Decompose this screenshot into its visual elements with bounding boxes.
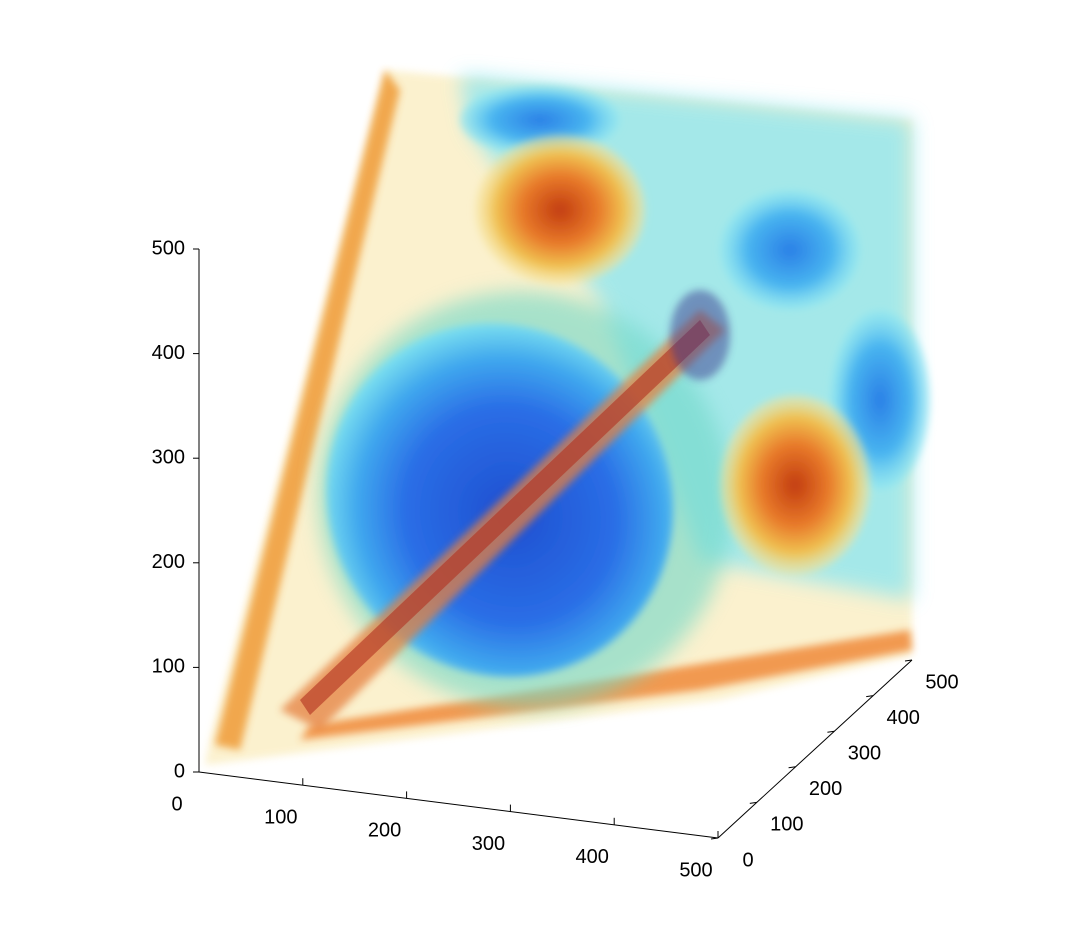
y-tick: [827, 730, 835, 733]
y-tick-label: 0: [742, 849, 753, 871]
volume-render: [205, 70, 930, 765]
x-tick-label: 100: [264, 806, 297, 828]
x-tick-label: 300: [472, 833, 505, 855]
y-tick: [710, 837, 719, 840]
z-tick-label: 0: [174, 760, 185, 782]
x-axis: [198, 771, 719, 839]
z-tick-label: 300: [152, 446, 185, 468]
y-tick: [904, 659, 913, 662]
x-tick-label: 0: [171, 793, 182, 815]
y-tick-label: 300: [848, 742, 881, 764]
y-tick-label: 200: [809, 778, 842, 800]
x-tick-label: 500: [679, 859, 712, 881]
y-tick-label: 500: [925, 671, 958, 693]
x-tick-label: 200: [368, 820, 401, 842]
z-tick-label: 500: [152, 237, 185, 259]
z-tick-label: 100: [152, 656, 185, 678]
y-tick-label: 400: [887, 707, 920, 729]
y-axis: [717, 659, 913, 839]
y-tick: [866, 695, 874, 698]
z-tick-label: 200: [152, 551, 185, 573]
z-tick-label: 400: [152, 342, 185, 364]
y-tick: [749, 801, 757, 804]
x-tick-label: 400: [576, 846, 609, 868]
y-tick-label: 100: [770, 814, 803, 836]
y-tick: [788, 766, 796, 769]
